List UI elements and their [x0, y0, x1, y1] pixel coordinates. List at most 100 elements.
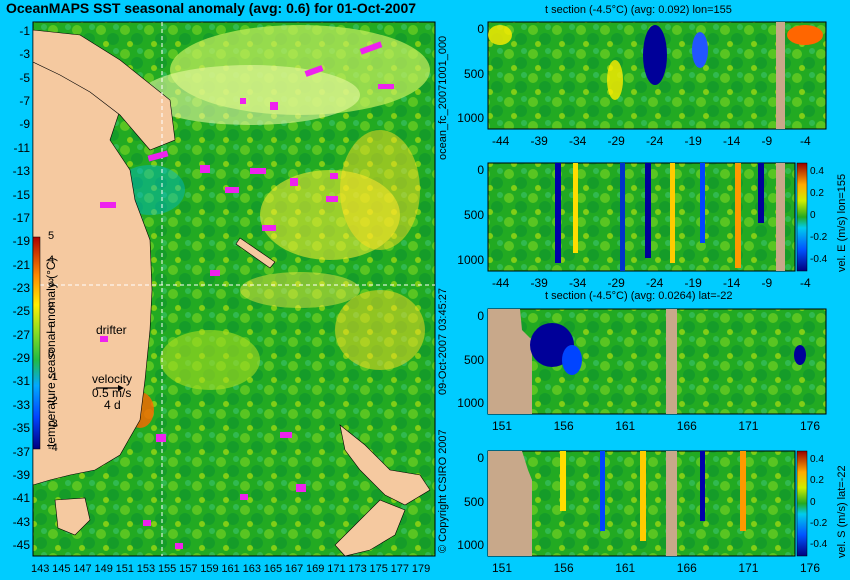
map-y-tick: -37 — [12, 444, 30, 459]
panel-1-y-tick: 500 — [463, 66, 484, 81]
map-y-tick: -27 — [12, 327, 30, 342]
panel-1-x-tick: -44 — [492, 134, 510, 148]
panel-4-plot — [487, 450, 808, 557]
panel-4-x-tick: 171 — [738, 561, 759, 575]
panel-3-x-tick: 151 — [492, 419, 513, 433]
map-x-tick: 145 — [52, 563, 71, 575]
map-x-tick: 159 — [200, 563, 219, 575]
panel-1-x-tick: -34 — [569, 134, 587, 148]
drifter-label: drifter — [96, 323, 127, 337]
velocity-label: velocity — [92, 372, 133, 386]
map-y-tick: -17 — [12, 210, 30, 225]
map-y-tick: -3 — [19, 47, 30, 62]
sst-colorbar-tick: -2 — [48, 394, 58, 407]
sst-map — [32, 21, 436, 557]
panel-2-x-tick: -24 — [646, 276, 664, 290]
panel-2-y-tick: 1000 — [457, 253, 484, 267]
map-y-tick: -9 — [19, 117, 30, 132]
copyright-text: © Copyright CSIRO 2007 — [437, 429, 449, 553]
panel-2-x-tick: -39 — [530, 276, 548, 290]
panel-2-colorbar-tick: -0.2 — [810, 232, 828, 243]
panel-2-x-tick: -19 — [684, 276, 702, 290]
panel-1-x-tick: -19 — [684, 134, 702, 148]
panel-2-x-tick: -34 — [569, 276, 587, 290]
map-x-tick: 169 — [306, 563, 325, 575]
map-x-tick: 177 — [390, 563, 410, 575]
map-y-tick: -33 — [12, 397, 30, 412]
panel-2-colorbar-tick: 0.2 — [810, 188, 824, 199]
new-caledonia — [235, 237, 276, 269]
panel-2-x-tick: -14 — [723, 276, 741, 290]
sst-colorbar-tick: 1 — [48, 324, 55, 337]
panel-2-y-tick: 0 — [477, 163, 484, 177]
panel-2-x-tick: -4 — [800, 276, 811, 290]
map-y-tick: -5 — [19, 70, 30, 85]
map-x-tick: 161 — [221, 563, 240, 575]
sst-colorbar-tick: 5 — [48, 230, 55, 242]
panel-3-x-tick: 176 — [800, 419, 821, 433]
sst-colorbar-tick: -1 — [48, 371, 58, 384]
map-x-tick: 155 — [157, 563, 177, 575]
panel-4-x-tick: 156 — [553, 561, 574, 575]
panel-4-colorbar-tick: 0 — [810, 496, 816, 508]
map-x-tick: 143 — [31, 563, 50, 575]
map-y-tick: -13 — [12, 164, 30, 179]
panel-1-x-tick: -39 — [530, 134, 548, 148]
map-y-tick: -7 — [19, 94, 30, 109]
sst-colorbar — [32, 236, 41, 450]
sst-colorbar-tick: 2 — [48, 300, 55, 313]
timestamp-text: 09-Oct-2007 03:45:27 — [437, 287, 449, 395]
sst-colorbar-tick: 0 — [48, 347, 55, 360]
panel-2-colorbar-tick: -0.4 — [810, 254, 828, 265]
map-x-tick: 171 — [327, 563, 346, 575]
panel-3-plot — [487, 308, 827, 415]
map-x-tick: 147 — [73, 563, 92, 575]
panel-4-x-tick: 176 — [800, 561, 821, 575]
map-x-tick: 151 — [115, 563, 134, 575]
new-zealand-north — [339, 424, 431, 506]
panel-3-x-tick: 156 — [553, 419, 574, 433]
map-x-tick: 157 — [179, 563, 198, 575]
velocity-value: 0.5 m/s — [92, 386, 132, 400]
map-y-tick: -15 — [12, 187, 30, 202]
map-x-tick: 167 — [284, 563, 304, 575]
map-x-tick: 163 — [242, 563, 261, 575]
panel-4-x-tick: 166 — [676, 561, 697, 575]
panel-1-x-tick: -9 — [761, 134, 773, 148]
panel-2-colorbar-label: vel. E (m/s) lon=155 — [836, 173, 848, 272]
panel-4-x-tick: 161 — [615, 561, 636, 575]
panel-2-colorbar-tick: 0 — [810, 210, 816, 221]
panel-1-x-tick: -24 — [646, 134, 664, 148]
panel-1-x-tick: -14 — [723, 134, 741, 148]
file-id-text: ocean_fc_20071001_000 — [437, 35, 449, 160]
map-x-tick: 149 — [94, 563, 113, 575]
panel-2-x-tick: -29 — [607, 276, 625, 290]
map-y-tick: -41 — [12, 491, 30, 506]
sst-colorbar-tick: 4 — [48, 253, 55, 266]
map-title: OceanMAPS SST seasonal anomaly (avg: 0.6… — [6, 0, 417, 16]
panel-4-colorbar-tick: 0.4 — [810, 454, 824, 465]
map-y-tick: -23 — [12, 281, 30, 295]
map-y-tick: -25 — [12, 304, 30, 319]
panel-1-y-tick: 0 — [477, 22, 484, 36]
panel-2-y-tick: 500 — [463, 208, 484, 222]
sst-colorbar-tick: 3 — [48, 277, 55, 290]
panel-4-y-tick: 500 — [463, 494, 484, 509]
velocity-days: 4 d — [104, 398, 121, 412]
panel-1-x-tick: -4 — [800, 134, 811, 148]
panel-2-plot — [487, 162, 808, 272]
panel-3-title: t section (-4.5°C) (avg: 0.0264) lat=-22 — [545, 290, 733, 302]
map-y-tick: -31 — [12, 374, 30, 389]
panel-2-colorbar-tick: 0.4 — [810, 166, 824, 177]
panel-1-plot — [487, 21, 827, 130]
map-y-tick: -19 — [12, 234, 30, 249]
panel-1-title: t section (-4.5°C) (avg: 0.092) lon=155 — [545, 4, 732, 16]
sst-colorbar-tick: -4 — [48, 442, 58, 454]
map-y-tick: -35 — [12, 421, 30, 436]
panel-3-x-tick: 171 — [738, 419, 759, 433]
panel-4-colorbar-label: vel. S (m/s) lat=-22 — [836, 465, 848, 558]
drifter-markers — [100, 41, 394, 549]
map-y-tick: -29 — [12, 351, 30, 366]
map-x-tick: 165 — [263, 563, 283, 575]
